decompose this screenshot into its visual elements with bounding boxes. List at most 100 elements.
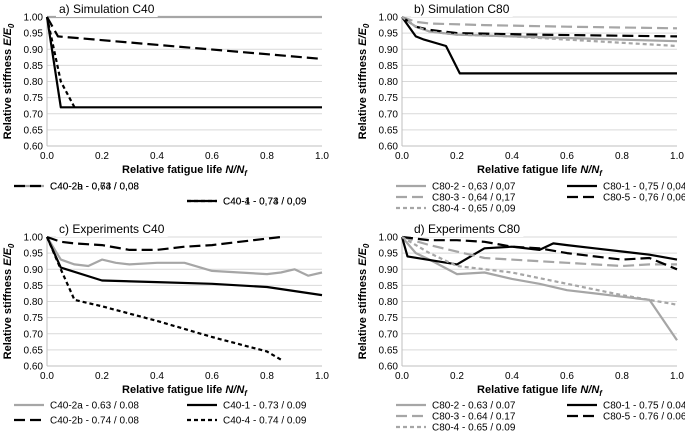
- y-axis-label: Relative stiffness E/E0: [2, 243, 16, 359]
- panel-1: 0.60 0.65 0.70 0.75 0.80 0.85 0.90 0.95 1.00 0.0 0…: [2, 1, 329, 208]
- y-tick-label: 0.75: [379, 313, 399, 324]
- x-tick-label: 1.0: [670, 151, 684, 162]
- panel-title: c) Experiments C40: [56, 221, 168, 237]
- panel-title-text: d) Experiments C80: [414, 222, 520, 236]
- y-tick-label: 0.70: [24, 109, 44, 120]
- series-line: [401, 236, 678, 306]
- y-tick-label: 1.00: [379, 233, 399, 244]
- y-tick-label: 0.75: [24, 313, 44, 324]
- x-tick-label: 0.4: [150, 371, 164, 382]
- y-tick-label: 0.60: [24, 142, 44, 153]
- panel-title: d) Experiments C80: [411, 221, 524, 237]
- legend-label: C80-1 - 0,75 / 0,04: [603, 182, 685, 193]
- series-line: [45, 16, 76, 108]
- x-tick-label: 0.4: [150, 151, 164, 162]
- x-tick-label: 0.0: [395, 371, 409, 382]
- x-tick-label: 0.2: [450, 151, 464, 162]
- series-line: [401, 16, 678, 48]
- legend-label: C80-1 - 0.75 / 0.04: [603, 401, 685, 412]
- legend: C40-2a - 0.63 / 0.08 C40-1 - 0.73 / 0.09 C…: [14, 401, 307, 427]
- series-line: [46, 236, 323, 277]
- legend-label: C80-3 - 0.64 / 0.17: [432, 412, 516, 423]
- y-tick-label: 0.85: [24, 61, 44, 72]
- x-tick-label: 0.8: [260, 371, 274, 382]
- series-line: [46, 16, 323, 60]
- x-tick-label: 0.2: [450, 371, 464, 382]
- panel-title-text: c) Experiments C40: [59, 222, 165, 236]
- x-tick-label: 0.6: [560, 371, 574, 382]
- x-tick-label: 0.6: [205, 151, 219, 162]
- y-tick-label: 0.95: [379, 249, 399, 260]
- y-tick-label: 0.75: [379, 93, 399, 104]
- series-line: [401, 235, 678, 271]
- y-tick-label: 0.70: [379, 109, 399, 120]
- x-tick-label: 0.8: [615, 151, 629, 162]
- x-axis-label: Relative fatigue life N/Nf: [477, 164, 603, 178]
- legend-label: C40-2b - 0.74 / 0.08: [50, 416, 139, 427]
- y-tick-label: 0.80: [379, 297, 399, 308]
- x-tick-label: 0.4: [505, 371, 519, 382]
- series-line: [45, 16, 322, 109]
- y-axis-label: Relative stiffness E/E0: [357, 23, 371, 139]
- y-tick-label: 0.90: [379, 265, 399, 276]
- panel-title: b) Simulation C80: [411, 1, 513, 17]
- panel-title-text: a) Simulation C40: [59, 2, 155, 16]
- panel-4: 0.60 0.65 0.70 0.75 0.80 0.85 0.90 0.95 1.00 0.0 0…: [357, 221, 685, 434]
- legend-label: C40-4 - 0.74 / 0.09: [223, 416, 307, 427]
- x-tick-label: 0.6: [205, 371, 219, 382]
- y-tick-label: 0.70: [379, 329, 399, 340]
- series-line: [45, 236, 323, 297]
- x-tick-label: 1.0: [315, 371, 329, 382]
- x-tick-label: 0.0: [395, 151, 409, 162]
- y-tick-label: 0.65: [24, 345, 44, 356]
- y-tick-label: 0.95: [379, 29, 399, 40]
- y-tick-label: 0.60: [379, 142, 399, 153]
- x-axis-label: Relative fatigue life N/Nf: [477, 384, 603, 398]
- series-line: [46, 235, 281, 251]
- legend-label: C80-4 - 0,65 / 0,09: [432, 204, 516, 215]
- legend-label: C80-5 - 0,76 / 0,06: [603, 193, 685, 204]
- legend-label: C40-2b - 0,74 / 0,08: [50, 182, 139, 193]
- y-tick-label: 0.95: [24, 249, 44, 260]
- panel-title: a) Simulation C40: [56, 1, 158, 17]
- y-tick-label: 0.85: [379, 281, 399, 292]
- y-tick-label: 1.00: [379, 13, 399, 24]
- panel-title-bg: [411, 221, 524, 237]
- legend-label: C80-3 - 0,64 / 0,17: [432, 193, 516, 204]
- x-axis-label: Relative fatigue life N/Nf: [122, 164, 248, 178]
- legend-label: C80-2 - 0,63 / 0,07: [432, 182, 516, 193]
- legend-label: C80-5 - 0.76 / 0.06: [603, 412, 685, 423]
- panel-title-bg: [56, 1, 158, 17]
- legend: C80-2 - 0,63 / 0,07 C80-1 - 0,75 / 0,04C8…: [396, 182, 685, 215]
- y-tick-label: 0.95: [24, 29, 44, 40]
- y-tick-label: 0.90: [24, 265, 44, 276]
- legend-label: C80-4 - 0.65 / 0.09: [432, 423, 516, 434]
- y-tick-label: 0.85: [24, 281, 44, 292]
- y-tick-label: 0.65: [24, 125, 44, 136]
- y-tick-label: 0.60: [379, 362, 399, 373]
- panel-title-text: b) Simulation C80: [414, 2, 510, 16]
- x-tick-label: 0.2: [95, 371, 109, 382]
- x-tick-label: 1.0: [670, 371, 684, 382]
- y-tick-label: 0.90: [379, 45, 399, 56]
- y-tick-label: 0.75: [24, 93, 44, 104]
- legend-label: C40-4 - 0,74 / 0,09: [223, 197, 307, 208]
- x-axis-label: Relative fatigue life N/Nf: [122, 384, 248, 398]
- legend: C80-2 - 0.63 / 0.07 C80-1 - 0.75 / 0.04C8…: [396, 401, 685, 434]
- legend-label: C40-1 - 0,73 / 0,09: [223, 197, 307, 208]
- y-tick-label: 0.80: [24, 77, 44, 88]
- series-line: [401, 235, 677, 268]
- x-tick-label: 1.0: [315, 151, 329, 162]
- y-tick-label: 0.70: [24, 329, 44, 340]
- y-tick-label: 0.80: [379, 77, 399, 88]
- y-tick-label: 0.80: [24, 297, 44, 308]
- panel-title-bg: [56, 221, 168, 237]
- series-line: [401, 15, 678, 30]
- legend-label: C40-2a - 0,63 / 0,08: [50, 182, 139, 193]
- panel-3: 0.60 0.65 0.70 0.75 0.80 0.85 0.90 0.95 1.00 0.0 0…: [2, 221, 329, 427]
- x-tick-label: 0.2: [95, 151, 109, 162]
- x-tick-label: 0.0: [40, 151, 54, 162]
- y-axis-label: Relative stiffness E/E0: [357, 243, 371, 359]
